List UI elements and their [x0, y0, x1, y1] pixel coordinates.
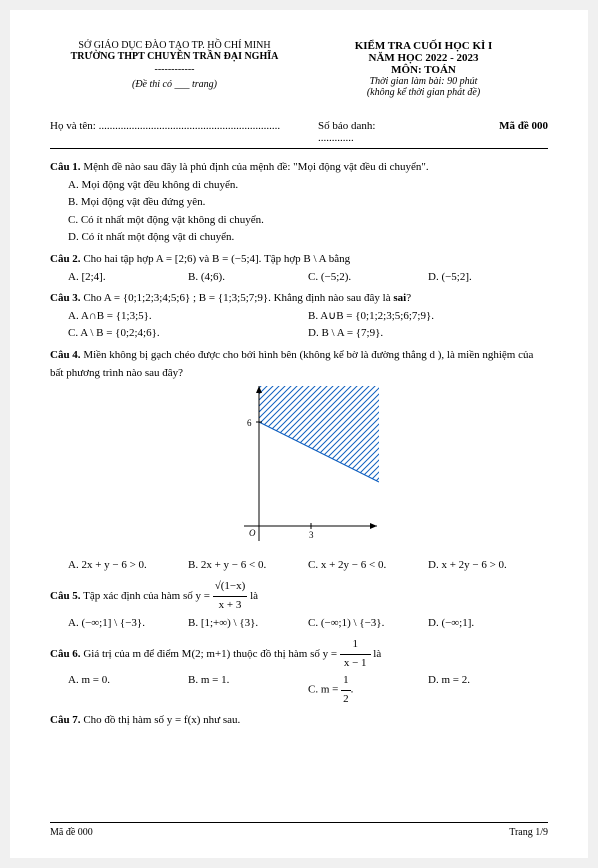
- q2-opt-B: B. (4;6).: [188, 269, 308, 287]
- q4-chart: O 6 3: [50, 386, 548, 553]
- name-field: Họ và tên: .............................…: [50, 120, 318, 144]
- sbd-dots: .............: [318, 132, 478, 144]
- question-3: Câu 3. Cho A = {0;1;2;3;4;5;6} ; B = {1;…: [50, 290, 548, 343]
- q4-opt-A: A. 2x + y − 6 > 0.: [68, 557, 188, 575]
- q5-opt-D: D. (−∞;1].: [428, 615, 548, 633]
- q3-stem: Câu 3. Cho A = {0;1;2;3;4;5;6} ; B = {1;…: [50, 292, 411, 304]
- q5-opt-B: B. [1;+∞) \ {3}.: [188, 615, 308, 633]
- q4-opt-C: C. x + 2y − 6 < 0.: [308, 557, 428, 575]
- q2-options: A. [2;4]. B. (4;6). C. (−5;2). D. (−5;2]…: [68, 269, 548, 287]
- separator: ------------: [50, 64, 299, 75]
- header-right: KIỂM TRA CUỐI HỌC KÌ I NĂM HỌC 2022 - 20…: [299, 40, 548, 98]
- question-1: Câu 1. Câu 1. Mệnh đề nào sau đây là phủ…: [50, 159, 548, 247]
- q6-den: x − 1: [340, 655, 371, 673]
- footer-left: Mã đề 000: [50, 827, 93, 838]
- q5-num: √(1−x): [213, 578, 248, 597]
- q3-opt-C: C. A \ B = {0;2;4;6}.: [68, 325, 308, 343]
- q4-opt-D: D. x + 2y − 6 > 0.: [428, 557, 548, 575]
- exam-year: NĂM HỌC 2022 - 2023: [299, 52, 548, 64]
- question-5: Câu 5. Tập xác định của hàm số y = √(1−x…: [50, 578, 548, 632]
- q4-options: A. 2x + y − 6 > 0. B. 2x + y − 6 < 0. C.…: [68, 557, 548, 575]
- q6-opt-B: B. m = 1.: [188, 672, 308, 708]
- q4-stem: Câu 4. Miền không bị gạch chéo được cho …: [50, 349, 533, 379]
- q3-options: A. A∩B = {1;3;5}. B. A∪B = {0;1;2;3;5;6;…: [68, 308, 548, 343]
- footer-right: Trang 1/9: [509, 827, 548, 838]
- q5-stem: Câu 5. Tập xác định của hàm số y = √(1−x…: [50, 590, 258, 602]
- q1-opt-C: C. Có ít nhất một động vật không di chuy…: [68, 212, 548, 230]
- q2-opt-D: D. (−5;2].: [428, 269, 548, 287]
- question-7: Câu 7. Cho đồ thị hàm số y = f(x) như sa…: [50, 712, 548, 730]
- header-left: SỞ GIÁO DỤC ĐÀO TẠO TP. HỒ CHÍ MINH TRƯỜ…: [50, 40, 299, 98]
- info-row: Họ và tên: .............................…: [50, 120, 548, 144]
- exam-subject: MÔN: TOÁN: [299, 64, 548, 76]
- q6-stem: Câu 6. Giá trị của m để điểm M(2; m+1) t…: [50, 648, 381, 660]
- q6-opt-C: C. m = 1 2 .: [308, 672, 428, 708]
- school-line: TRƯỜNG THPT CHUYÊN TRẦN ĐẠI NGHĨA: [50, 51, 299, 62]
- tick-6-label: 6: [247, 418, 252, 428]
- q2-opt-C: C. (−5;2).: [308, 269, 428, 287]
- exam-page: SỞ GIÁO DỤC ĐÀO TẠO TP. HỒ CHÍ MINH TRƯỜ…: [10, 10, 588, 858]
- content: Câu 1. Câu 1. Mệnh đề nào sau đây là phủ…: [50, 155, 548, 822]
- q2-opt-A: A. [2;4].: [68, 269, 188, 287]
- tick-3-label: 3: [309, 530, 314, 540]
- q1-opt-A: A. Mọi động vật đều không di chuyển.: [68, 177, 548, 195]
- question-6: Câu 6. Giá trị của m để điểm M(2; m+1) t…: [50, 636, 548, 708]
- exam-time: Thời gian làm bài: 90 phút: [299, 76, 548, 87]
- q6-opt-A: A. m = 0.: [68, 672, 188, 708]
- q2-stem: Câu 2. Cho hai tập hợp A = [2;6) và B = …: [50, 253, 350, 265]
- divider-top: [50, 148, 548, 149]
- sbd-block: Số báo danh: .............: [318, 120, 478, 144]
- q1-stem: Câu 1. Câu 1. Mệnh đề nào sau đây là phủ…: [50, 161, 429, 173]
- q6-options: A. m = 0. B. m = 1. C. m = 1 2 . D. m = …: [68, 672, 548, 708]
- q6-num: 1: [340, 636, 371, 655]
- q4-opt-B: B. 2x + y − 6 < 0.: [188, 557, 308, 575]
- q7-stem: Câu 7. Cho đồ thị hàm số y = f(x) như sa…: [50, 714, 240, 726]
- q6-opt-D: D. m = 2.: [428, 672, 548, 708]
- header: SỞ GIÁO DỤC ĐÀO TẠO TP. HỒ CHÍ MINH TRƯỜ…: [50, 40, 548, 98]
- question-4: Câu 4. Miền không bị gạch chéo được cho …: [50, 347, 548, 574]
- q1-opt-B: B. Mọi động vật đều đứng yên.: [68, 194, 548, 212]
- region-diagram: O 6 3: [219, 386, 379, 546]
- q5-opt-A: A. (−∞;1] \ {−3}.: [68, 615, 188, 633]
- exam-note: (không kể thời gian phát đề): [299, 87, 548, 98]
- made-label: Mã đề 000: [478, 120, 548, 144]
- question-2: Câu 2. Cho hai tập hợp A = [2;6) và B = …: [50, 251, 548, 286]
- q5-opt-C: C. (−∞;1) \ {−3}.: [308, 615, 428, 633]
- q3-opt-D: D. B \ A = {7;9}.: [308, 325, 548, 343]
- q3-opt-B: B. A∪B = {0;1;2;3;5;6;7;9}.: [308, 308, 548, 326]
- q3-opt-A: A. A∩B = {1;3;5}.: [68, 308, 308, 326]
- dept-line: SỞ GIÁO DỤC ĐÀO TẠO TP. HỒ CHÍ MINH: [50, 40, 299, 51]
- origin-label: O: [249, 528, 256, 538]
- dethi-line: (Đề thi có ___ trang): [50, 79, 299, 90]
- q1-opt-D: D. Có ít nhất một động vật di chuyển.: [68, 229, 548, 247]
- q5-den: x + 3: [213, 597, 248, 615]
- exam-title: KIỂM TRA CUỐI HỌC KÌ I: [299, 40, 548, 52]
- q5-options: A. (−∞;1] \ {−3}. B. [1;+∞) \ {3}. C. (−…: [68, 615, 548, 633]
- footer: Mã đề 000 Trang 1/9: [50, 822, 548, 838]
- sbd-label: Số báo danh:: [318, 120, 478, 132]
